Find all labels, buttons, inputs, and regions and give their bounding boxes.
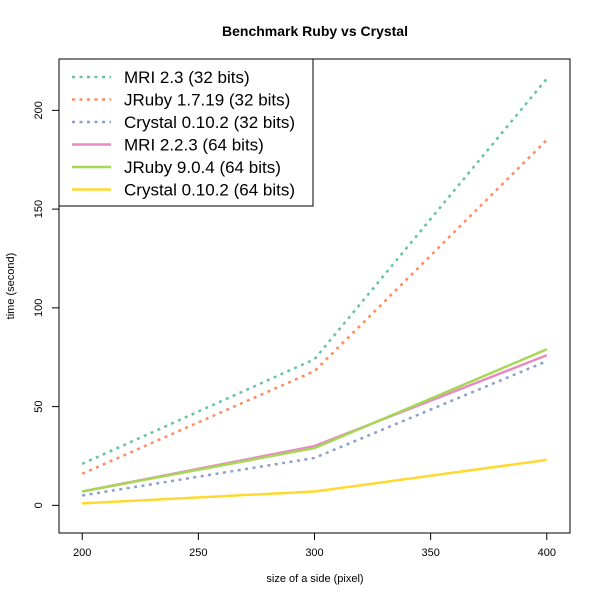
series-group [81,139,548,475]
legend-label: MRI 2.2.3 (64 bits) [124,136,264,155]
series-line [81,77,548,466]
legend-label: Crystal 0.10.2 (32 bits) [124,113,295,132]
chart-title: Benchmark Ruby vs Crystal [222,23,408,39]
legend-label: MRI 2.3 (32 bits) [124,68,250,87]
legend-label: JRuby 1.7.19 (32 bits) [124,91,290,110]
y-tick-label: 50 [33,400,45,412]
y-axis-label: time (second) [5,253,17,320]
x-tick-label: 200 [73,547,91,559]
series-lines [81,77,548,505]
series-line [81,354,548,493]
y-tick-label: 0 [33,502,45,508]
legend-box [58,58,314,207]
series-group [81,354,548,493]
x-axis-label: size of a side (pixel) [266,573,363,585]
series-line [81,139,548,475]
legend-label: JRuby 9.0.4 (64 bits) [124,158,281,177]
y-tick-label: 200 [33,101,45,119]
series-group [81,77,548,466]
x-tick-label: 300 [305,547,323,559]
series-group [82,458,547,505]
legend-label: Crystal 0.10.2 (64 bits) [124,181,295,200]
x-tick-label: 400 [538,547,556,559]
series-line [82,458,547,505]
x-tick-label: 250 [189,547,207,559]
y-tick-label: 100 [33,299,45,317]
y-tick-label: 150 [33,200,45,218]
legend: MRI 2.3 (32 bits) JRuby 1.7.19 (32 bits) C… [58,58,314,207]
series-group [82,360,548,497]
series-group [81,348,548,493]
x-tick-label: 350 [421,547,439,559]
